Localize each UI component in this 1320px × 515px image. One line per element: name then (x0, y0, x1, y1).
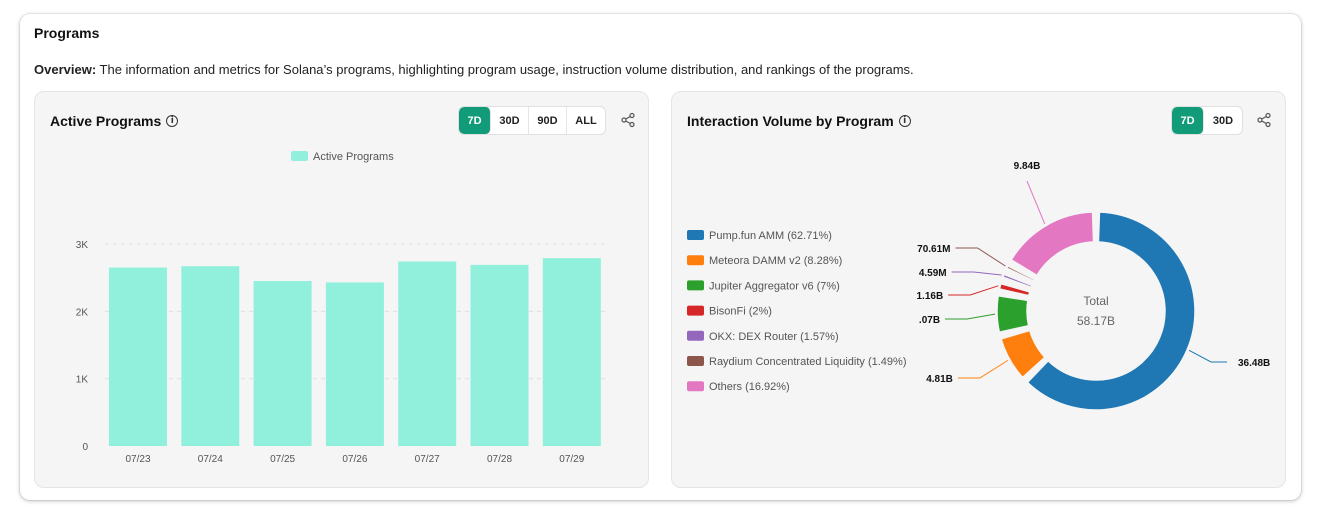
leader-line (945, 313, 996, 320)
leader-line (948, 285, 999, 296)
info-icon[interactable]: i (166, 115, 179, 127)
data-label: 4.59M (919, 268, 947, 279)
legend-label: Active Programs (313, 151, 394, 163)
bar (325, 282, 384, 446)
tab-7d[interactable]: 7D (459, 107, 491, 134)
leader-line (951, 271, 1002, 276)
donut-slice (1006, 265, 1036, 282)
donut-center-value: 58.17B (1077, 314, 1115, 328)
legend-swatch (687, 230, 704, 240)
legend-label: BisonFi (2%) (709, 306, 772, 318)
y-tick-label: 1K (76, 375, 89, 386)
legend-swatch (687, 255, 704, 266)
x-tick-label: 07/26 (342, 454, 367, 465)
legend-swatch (687, 356, 704, 366)
legend-swatch (291, 151, 308, 161)
active-programs-card: Active Programs 0 1K 2K 3K 07/23 07/24 07/25 07/… (34, 91, 649, 488)
tab-90d[interactable]: 90D (529, 107, 567, 134)
active-programs-chart: Active Programs 0 1K 2K 3K 07/23 07/24 07/25 07/… (76, 151, 605, 465)
data-label: 9.84B (1014, 161, 1041, 172)
time-range-tabs: 7D 30D 90D ALL (458, 106, 606, 135)
share-icon[interactable] (620, 112, 636, 128)
data-label: 1.16B (917, 291, 944, 302)
data-label: 36.48B (1238, 358, 1270, 369)
x-tick-label: 07/28 (487, 454, 512, 465)
legend-swatch (687, 280, 704, 291)
donut-slice (1002, 273, 1033, 289)
y-tick-label: 3K (76, 240, 89, 251)
x-tick-label: 07/25 (270, 454, 295, 465)
bar (542, 258, 601, 446)
time-range-tabs: 7D 30D (1171, 106, 1243, 135)
interaction-volume-card: Pump.fun AMM (62.71%) Meteora DAMM v2 (8.… (671, 91, 1286, 488)
y-tick-label: 2K (76, 307, 89, 318)
leader-line (1026, 180, 1046, 225)
donut-slice (1000, 329, 1046, 379)
bar (253, 281, 312, 446)
legend-label: Raydium Concentrated Liquidity (1.49%) (709, 356, 907, 368)
section-title: Programs (34, 25, 100, 41)
legend-swatch (687, 330, 704, 341)
x-tick-label: 07/23 (125, 454, 150, 465)
data-label: .07B (919, 315, 940, 326)
interaction-volume-chart: Pump.fun AMM (62.71%) Meteora DAMM v2 (8.… (687, 161, 1270, 411)
y-tick-label: 0 (82, 442, 88, 453)
legend-label: Meteora DAMM v2 (8.28%) (709, 255, 842, 267)
bar (398, 261, 457, 446)
interaction-volume-title: Interaction Volume by Program (687, 113, 894, 129)
tab-7d[interactable]: 7D (1172, 107, 1204, 134)
donut-slice (1026, 211, 1196, 411)
leader-line (1188, 349, 1227, 363)
leader-line (957, 359, 1009, 379)
leader-line (955, 247, 1006, 267)
info-icon[interactable]: i (898, 115, 911, 127)
share-icon[interactable] (1256, 112, 1272, 128)
donut-slice (1010, 211, 1095, 277)
x-tick-label: 07/27 (415, 454, 440, 465)
overview-body: The information and metrics for Solana’s… (96, 62, 914, 77)
overview-label: Overview: (34, 62, 97, 77)
x-tick-label: 07/24 (198, 454, 223, 465)
bar (109, 267, 167, 446)
legend-label: OKX: DEX Router (1.57%) (709, 331, 839, 343)
donut-slice (998, 282, 1031, 297)
card-title: Active Programs i (50, 113, 179, 129)
overview-text: Overview: The information and metrics fo… (34, 62, 914, 77)
donut-center-label: Total (1083, 294, 1108, 308)
x-tick-label: 07/29 (559, 454, 584, 465)
legend-label: Pump.fun AMM (62.71%) (709, 230, 832, 242)
tab-30d[interactable]: 30D (1212, 114, 1234, 127)
legend-swatch (687, 381, 704, 392)
tab-30d[interactable]: 30D (491, 107, 529, 134)
programs-section: Programs Overview: The information and m… (20, 14, 1301, 500)
legend-swatch (687, 305, 704, 316)
legend-label: Jupiter Aggregator v6 (7%) (709, 280, 840, 292)
card-title: Interaction Volume by Program i (687, 113, 911, 129)
legend: Active Programs (291, 151, 394, 163)
bar (470, 264, 529, 446)
data-label: 4.81B (926, 374, 953, 385)
legend-label: Others (16.92%) (709, 381, 790, 393)
bar (181, 266, 240, 446)
data-label: 70.61M (917, 244, 950, 255)
tab-all[interactable]: ALL (575, 114, 597, 127)
active-programs-title: Active Programs (50, 113, 162, 129)
donut-slice (996, 295, 1030, 333)
